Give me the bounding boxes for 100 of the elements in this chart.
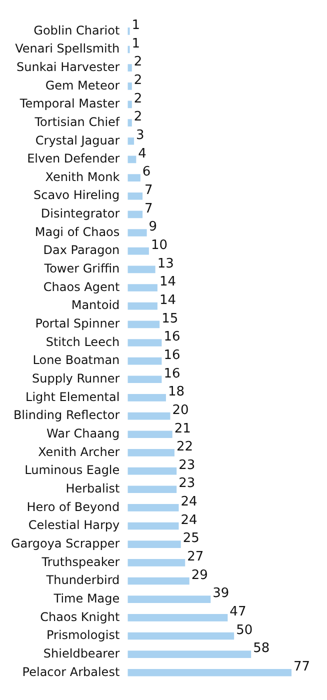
bar <box>128 486 177 494</box>
y-tick-label: Scavo Hireling <box>34 188 120 202</box>
data-label: 2 <box>134 110 142 125</box>
bar <box>128 339 162 346</box>
data-label: 3 <box>136 128 144 144</box>
y-tick-label: Xenith Archer <box>38 444 120 459</box>
data-label: 2 <box>134 73 142 88</box>
data-label: 15 <box>162 311 178 326</box>
bar <box>128 632 234 640</box>
y-tick-label: Venari Spellsmith <box>15 42 120 56</box>
data-label: 7 <box>144 182 153 198</box>
bar <box>128 540 181 548</box>
data-label: 24 <box>180 494 198 510</box>
bar <box>128 119 132 126</box>
data-label: 6 <box>142 164 151 180</box>
data-label: 1 <box>132 18 140 34</box>
y-tick-label: Hero of Beyond <box>26 500 120 514</box>
data-label: 18 <box>168 384 185 400</box>
y-tick-label: Temporal Master <box>18 96 120 111</box>
bar <box>128 302 158 310</box>
y-tick-label: Luminous Eagle <box>24 463 120 478</box>
y-tick-label: Gem Meteor <box>45 78 120 92</box>
bar <box>128 449 174 456</box>
bar <box>128 412 170 420</box>
y-tick-label: Celestial Harpy <box>28 518 120 532</box>
y-tick-label: Time Mage <box>52 591 120 606</box>
y-tick-label: Thunderbird <box>45 573 120 588</box>
bar <box>128 137 134 145</box>
data-label: 47 <box>230 604 246 620</box>
y-tick-label: Chaos Agent <box>43 280 120 294</box>
y-tick-label: Crystal Jaguar <box>35 133 120 148</box>
y-tick-label: Xenith Monk <box>45 170 120 184</box>
y-tick-label: Portal Spinner <box>35 316 120 331</box>
data-label: 16 <box>164 348 180 363</box>
y-tick-label: Magi of Chaos <box>34 224 120 239</box>
bar <box>128 596 211 603</box>
y-tick-label: Lone Boatman <box>32 353 120 368</box>
data-label: 23 <box>178 476 196 492</box>
data-label: 20 <box>172 402 189 418</box>
y-tick-label: Stitch Leech <box>46 334 120 349</box>
bar <box>128 156 136 164</box>
data-label: 58 <box>253 641 270 656</box>
data-label: 24 <box>180 512 198 528</box>
bar <box>128 376 162 384</box>
data-label: 14 <box>159 292 176 308</box>
data-label: 2 <box>134 54 142 70</box>
y-tick-label: Shieldbearer <box>43 646 120 660</box>
bar <box>128 247 149 255</box>
y-tick-label: War Chaang <box>46 426 120 440</box>
y-tick-label: Pelacor Arbalest <box>22 664 120 679</box>
bar <box>128 266 156 274</box>
data-label: 10 <box>150 238 168 253</box>
y-tick-label: Disintegrator <box>40 206 120 221</box>
data-label: 27 <box>187 550 204 565</box>
bar <box>128 522 179 530</box>
bar <box>128 284 158 292</box>
y-tick-label: Truthspeaker <box>40 554 120 569</box>
y-tick-label: Gargoya Scrapper <box>11 536 120 550</box>
y-tick-label: Chaos Knight <box>40 610 120 624</box>
data-label: 25 <box>182 531 200 546</box>
data-label: 22 <box>176 440 194 455</box>
bar <box>128 357 162 365</box>
y-tick-label: Mantoid <box>71 298 120 312</box>
data-label: 1 <box>132 36 140 52</box>
bar <box>128 577 190 585</box>
y-tick-label: Tower Griffin <box>43 262 120 276</box>
bar <box>128 668 292 676</box>
y-tick-label: Tortisian Chief <box>34 114 120 129</box>
data-label: 2 <box>134 91 142 106</box>
bar <box>128 82 132 90</box>
data-label: 29 <box>191 568 208 583</box>
bar <box>128 229 147 236</box>
y-tick-label: Blinding Reflector <box>13 408 120 422</box>
data-label: 39 <box>212 586 230 602</box>
data-label: 7 <box>144 201 153 216</box>
bar <box>128 174 140 182</box>
bar <box>128 210 143 218</box>
bar <box>128 394 166 402</box>
data-label: 9 <box>148 220 158 235</box>
bar <box>128 430 172 438</box>
y-tick-label: Elven Defender <box>27 152 120 166</box>
bar <box>128 504 179 512</box>
bar <box>128 320 160 328</box>
y-tick-label: Supply Runner <box>32 372 120 386</box>
data-label: 16 <box>164 366 180 382</box>
bar <box>128 192 143 200</box>
data-label: 77 <box>294 660 310 675</box>
y-tick-label: Goblin Chariot <box>34 23 120 38</box>
data-label: 23 <box>178 458 196 473</box>
y-tick-label: Dax Paragon <box>43 243 120 258</box>
data-label: 21 <box>174 421 191 436</box>
data-label: 14 <box>159 274 176 290</box>
data-label: 16 <box>164 330 180 345</box>
bar <box>128 64 132 72</box>
y-tick-label: Sunkai Harvester <box>16 60 120 74</box>
bar <box>128 559 186 566</box>
bar <box>128 467 177 475</box>
y-tick-label: Herbalist <box>66 481 120 496</box>
data-label: 50 <box>236 622 253 638</box>
bar <box>128 100 132 108</box>
